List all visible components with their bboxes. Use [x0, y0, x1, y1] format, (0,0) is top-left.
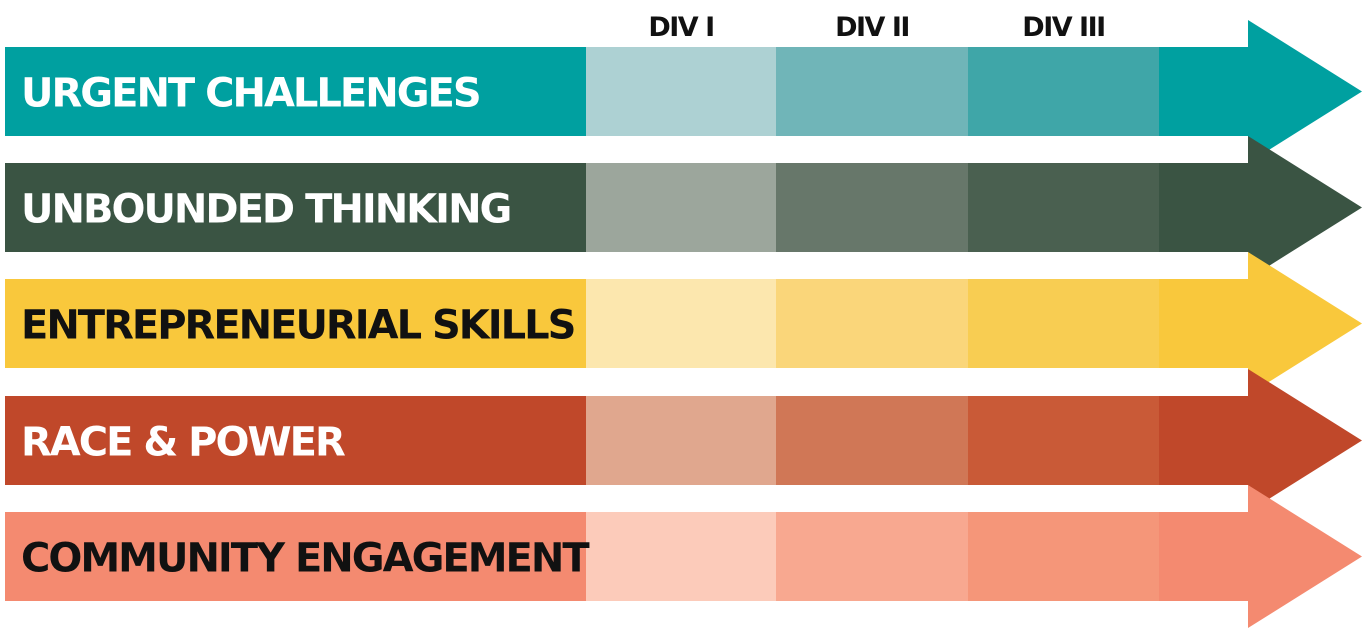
division-segment [968, 47, 1159, 136]
division-segment [586, 396, 776, 485]
arrow-row: UNBOUNDED THINKING [5, 136, 1362, 279]
row-label: ENTREPRENEURIAL SKILLS [21, 303, 574, 349]
division-segment [968, 396, 1159, 485]
column-header: DIV II [835, 12, 909, 43]
division-segment [968, 512, 1159, 601]
row-label: RACE & POWER [21, 420, 345, 466]
division-segment [586, 512, 776, 601]
division-segment [776, 396, 968, 485]
division-segment [776, 163, 968, 252]
division-segment [776, 279, 968, 368]
column-header: DIV I [648, 12, 713, 43]
arrow-row: ENTREPRENEURIAL SKILLS [5, 252, 1362, 395]
arrow-row: RACE & POWER [5, 369, 1362, 512]
division-segment [586, 279, 776, 368]
division-segment [776, 47, 968, 136]
division-segment [968, 163, 1159, 252]
arrow-rows: URGENT CHALLENGES UNBOUNDED THINKING ENTRE… [5, 20, 1362, 628]
column-header: DIV III [1022, 12, 1104, 43]
column-headers: DIV I DIV II DIV III [648, 12, 1106, 43]
row-label: UNBOUNDED THINKING [21, 187, 510, 233]
arrow-row: URGENT CHALLENGES [5, 20, 1362, 163]
row-label: COMMUNITY ENGAGEMENT [21, 536, 590, 582]
division-segment [776, 512, 968, 601]
row-label: URGENT CHALLENGES [21, 71, 480, 117]
arrow-row: COMMUNITY ENGAGEMENT [5, 485, 1362, 628]
division-segment [968, 279, 1159, 368]
division-segment [586, 47, 776, 136]
division-segment [586, 163, 776, 252]
